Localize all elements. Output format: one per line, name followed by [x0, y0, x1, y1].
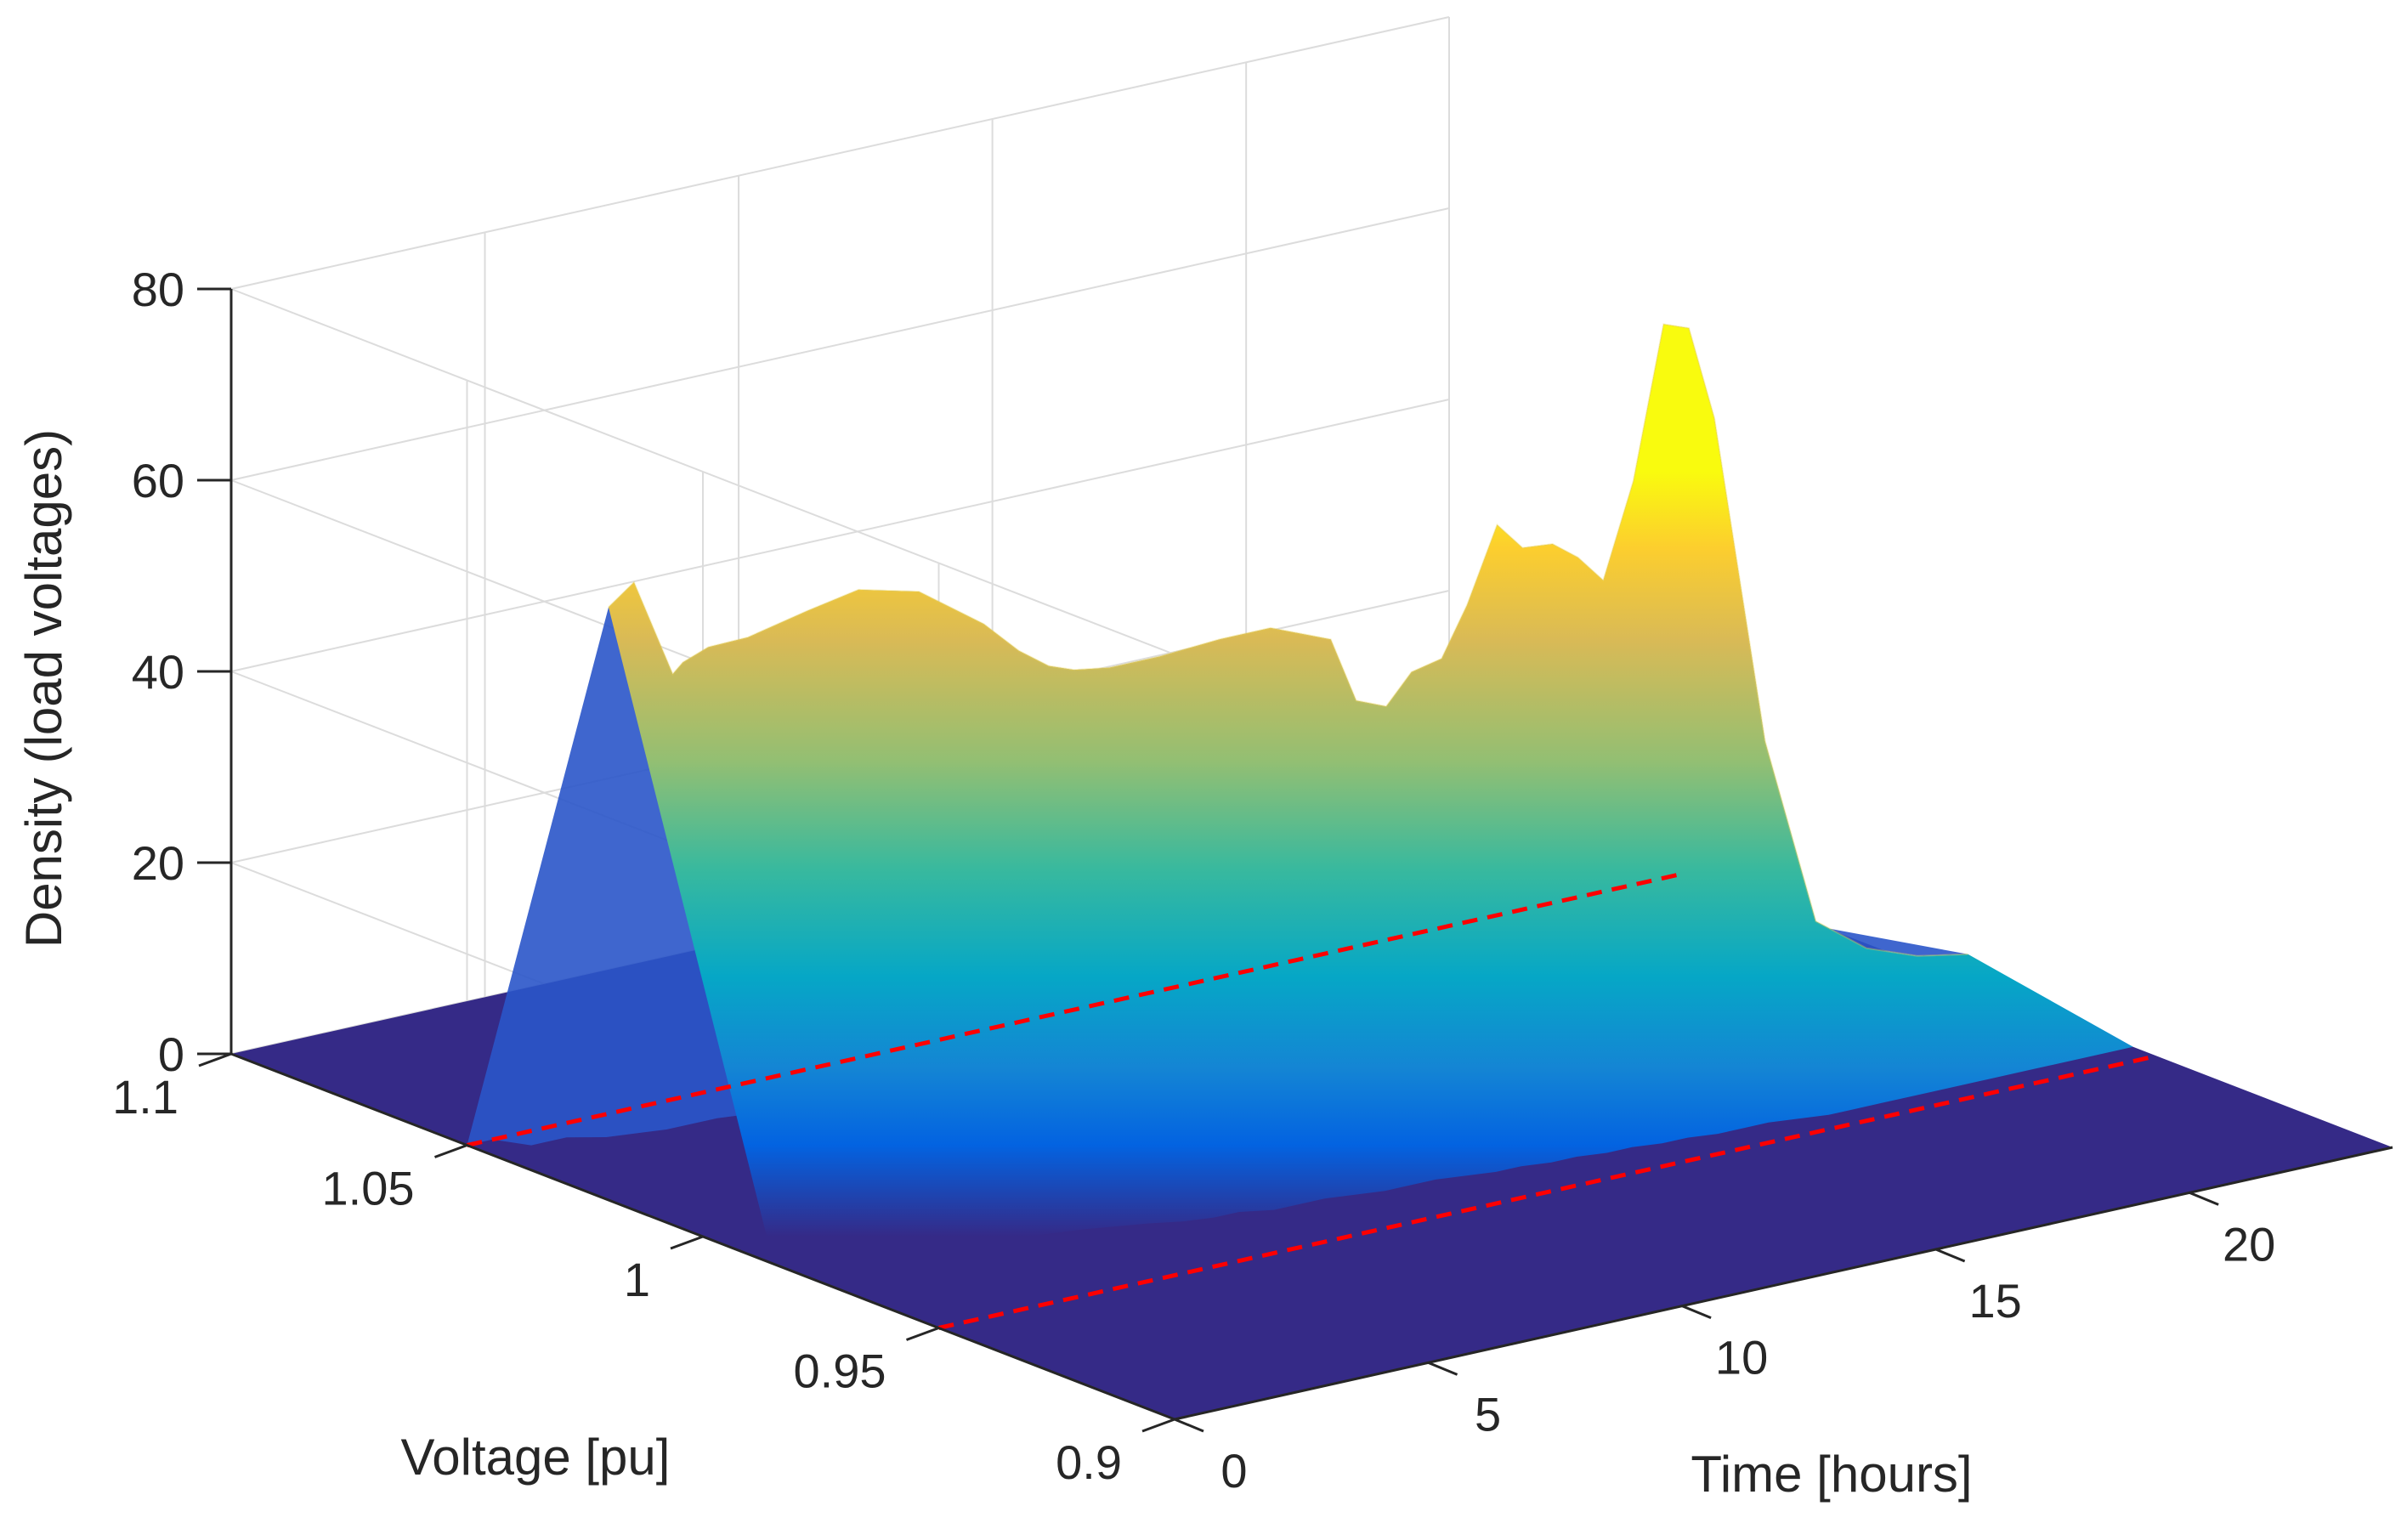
time-tick-label: 5 [1475, 1387, 1501, 1441]
z-tick-label: 0 [158, 1028, 184, 1081]
time-tick-label: 15 [1968, 1274, 2021, 1328]
voltage-tick-label: 1.1 [112, 1070, 178, 1124]
reference-line-0.95 [937, 1054, 2158, 1330]
surface-layer [231, 323, 2393, 1419]
reference-line-1.05 [466, 871, 1686, 1147]
voltage-tick [905, 1327, 940, 1341]
time-tick-label: 20 [2223, 1217, 2275, 1271]
z-tick-label: 80 [132, 263, 184, 316]
voltage-tick [1141, 1418, 1175, 1433]
voltage-tick-label: 1.05 [322, 1162, 415, 1215]
z-tick-label: 20 [132, 836, 184, 890]
surface-front-face [609, 324, 2133, 1265]
y-axis-label: Voltage [pu] [401, 1429, 671, 1486]
voltage-tick-label: 0.95 [794, 1345, 886, 1398]
time-tick-label: 0 [1220, 1444, 1247, 1498]
time-tick [2189, 1191, 2219, 1206]
x-axis-label: Time [hours] [1691, 1446, 1972, 1503]
voltage-tick-label: 1 [624, 1253, 650, 1306]
time-tick-label: 10 [1715, 1331, 1768, 1384]
surface-ridge [608, 323, 1968, 957]
time-tick [1681, 1305, 1712, 1320]
voltage-tick [670, 1235, 704, 1250]
time-tick [1935, 1248, 1966, 1263]
voltage-tick [433, 1144, 468, 1158]
z-axis-label: Density (load voltages) [15, 429, 72, 948]
time-tick [1427, 1361, 1458, 1376]
z-tick-label: 60 [132, 454, 184, 507]
axis-labels-layer: Density (load voltages) Voltage [pu] Tim… [15, 429, 1973, 1503]
voltage-tick [198, 1052, 232, 1067]
time-tick [1174, 1418, 1204, 1433]
voltage-tick-label: 0.9 [1056, 1435, 1122, 1489]
z-tick-label: 40 [132, 645, 184, 699]
